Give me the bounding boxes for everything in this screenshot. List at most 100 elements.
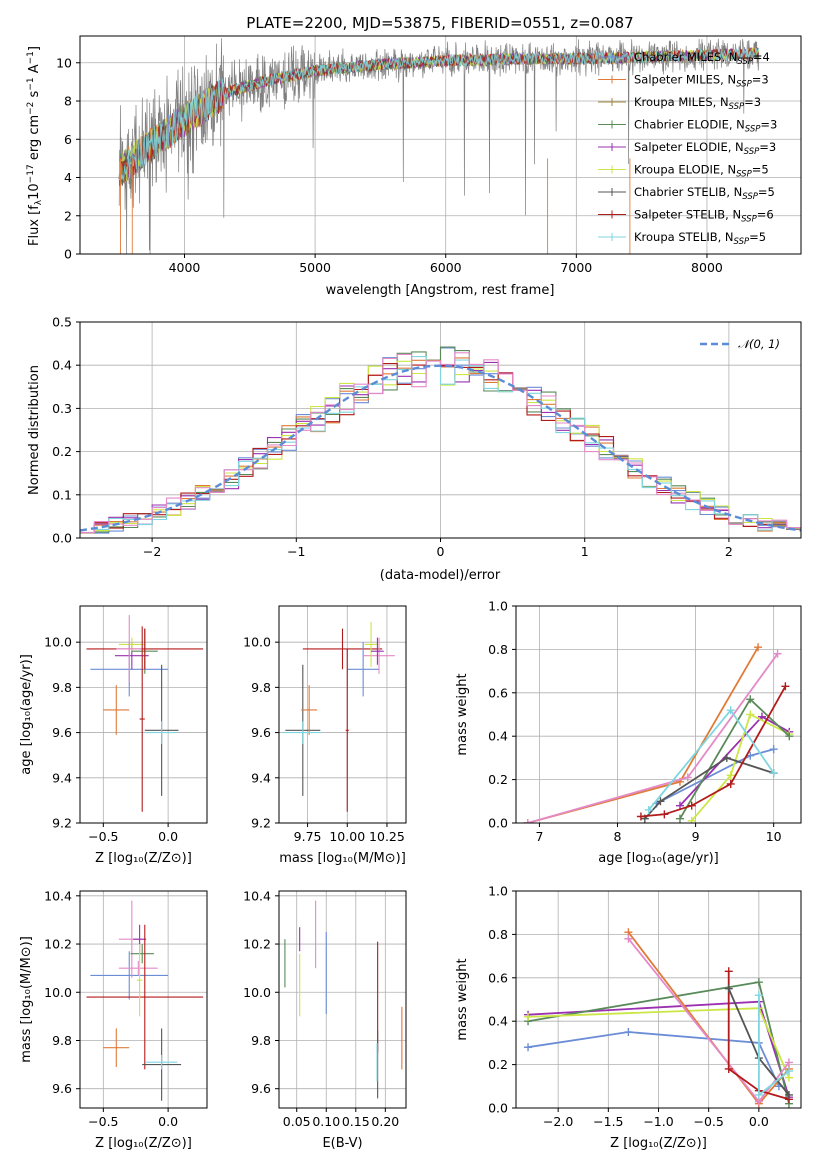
spectrum-title: PLATE=2200, MJD=53875, FIBERID=0551, z=0… [246, 14, 633, 32]
histogram-ytick-label: 0.4 [52, 358, 72, 373]
weight-line [527, 646, 759, 823]
weight-marker [636, 812, 645, 821]
xlabel: Z [log₁₀(Z/Z⊙)] [95, 851, 192, 866]
ytick-label: 0.2 [488, 772, 508, 787]
observed-spectrum-line [118, 38, 760, 254]
ylabel: mass weight [455, 673, 470, 755]
histogram-xtick-label: 2 [725, 544, 733, 559]
spectrum-ytick-label: 6 [64, 132, 72, 147]
histogram-xtick-label: 1 [581, 544, 589, 559]
histogram-ytick-label: 0.3 [52, 401, 72, 416]
weight-marker [754, 991, 763, 1000]
spectrum-xtick-label: 7000 [560, 260, 592, 275]
xtick-label: 10 [766, 829, 782, 844]
histogram-ytick-label: 0.5 [52, 315, 72, 330]
xtick-label: −0.5 [88, 1114, 118, 1129]
weight-marker [784, 1090, 793, 1099]
ytick-label: 0.6 [488, 685, 508, 700]
xtick-label: 0.0 [158, 1114, 178, 1129]
weight-marker [784, 1058, 793, 1067]
weight-line [527, 1031, 780, 1087]
weight-marker [754, 643, 763, 652]
weight-line [644, 756, 774, 820]
weight-line [727, 971, 790, 1101]
ytick-label: 9.6 [251, 1081, 271, 1096]
xtick-label: −1.5 [593, 1114, 623, 1129]
ytick-label: 0.4 [488, 1014, 508, 1029]
spectrum-xtick-label: 4000 [169, 260, 201, 275]
spectrum-ytick-label: 4 [64, 170, 72, 185]
spectrum-ytick-label: 10 [56, 55, 72, 70]
xtick-label: 0.0 [749, 1114, 769, 1129]
xlabel: age [log₁₀(age/yr)] [598, 851, 719, 866]
weight-marker [726, 779, 735, 788]
weight-marker [660, 810, 669, 819]
weight-marker [687, 801, 696, 810]
ytick-label: 1.0 [488, 884, 508, 899]
weight-marker [769, 769, 778, 778]
ytick-label: 10.4 [44, 888, 72, 903]
ytick-label: 10.0 [44, 635, 72, 650]
massweight_vs_Z-panel: −2.0 −1.5 −1.0 −0.5 0.0 0.0 0.2 0.4 0.6 0.8 1.0 Z [… [455, 884, 802, 1151]
histogram-ylabel: Normed distribution [27, 365, 42, 495]
histogram-xtick-label: 0 [437, 544, 445, 559]
histogram-xlabel: (data-model)/error [380, 568, 501, 583]
weight-marker [746, 710, 755, 719]
ytick-label: 10.0 [243, 985, 271, 1000]
weight-marker [675, 814, 684, 823]
legend-label: Kroupa STELIB, NSSP=5 [634, 230, 766, 247]
plot-area [523, 643, 794, 823]
histogram-ytick-label: 0.1 [52, 487, 72, 502]
plot-area [284, 900, 403, 1099]
spectrum-xtick-label: 8000 [691, 260, 723, 275]
spectrum-xlabel: wavelength [Angstrom, rest frame] [326, 283, 555, 298]
spectrum-ylabel: Flux [fλ10−17 erg cm−2 s−1 A−1] [26, 46, 44, 246]
xtick-label: 0.20 [371, 1114, 399, 1129]
histogram-xtick-label: −1 [287, 544, 305, 559]
ylabel: mass weight [455, 958, 470, 1040]
ylabel: age [log₁₀(age/yr)] [19, 654, 34, 775]
weight-marker [754, 1090, 763, 1099]
weight-marker [675, 801, 684, 810]
axes-frame [278, 605, 407, 824]
ytick-label: 10.0 [44, 985, 72, 1000]
legend-label: Salpeter STELIB, NSSP=6 [634, 208, 774, 225]
axes-frame [515, 605, 802, 824]
posterior-panels: −0.5 0.0 9.2 9.4 9.6 9.8 10.0 Z [log₁₀(Z/Z⊙)] ag… [19, 599, 802, 1151]
histogram-series-steps [80, 356, 801, 534]
ytick-label: 9.8 [251, 680, 271, 695]
ytick-label: 9.2 [52, 816, 72, 831]
ytick-label: 9.8 [52, 680, 72, 695]
legend-label: Kroupa MILES, NSSP=3 [634, 95, 761, 112]
mass_vs_Z-panel: −0.5 0.0 9.6 9.8 10.0 10.2 10.4 Z [log₁₀(Z/Z⊙)]… [19, 888, 208, 1151]
histogram-ticks: −2 −1 0 1 2 0.0 0.1 0.2 0.3 0.4 0.5 [52, 315, 733, 560]
xtick-label: 7 [535, 829, 543, 844]
xtick-label: −0.5 [693, 1114, 723, 1129]
model-spectrum-line [118, 46, 760, 179]
weight-marker [785, 732, 794, 741]
spectrum-xtick-label: 5000 [299, 260, 331, 275]
xtick-label: −2.0 [543, 1114, 573, 1129]
model-spectrum-line [118, 46, 760, 181]
weight-marker [754, 978, 763, 987]
weight-marker [724, 984, 733, 993]
weight-marker [644, 805, 653, 814]
xtick-label: 9.75 [294, 829, 322, 844]
xtick-label: 0.10 [312, 1114, 340, 1129]
ytick-label: 9.2 [251, 816, 271, 831]
ytick-label: 10.2 [243, 937, 271, 952]
xtick-label: 10.25 [369, 829, 405, 844]
ytick-label: 1.0 [488, 599, 508, 614]
histogram-ytick-label: 0.2 [52, 444, 72, 459]
ytick-label: 9.6 [52, 1081, 72, 1096]
ytick-label: 10.0 [243, 635, 271, 650]
xtick-label: 10.00 [329, 829, 365, 844]
age_vs_Z-panel: −0.5 0.0 9.2 9.4 9.6 9.8 10.0 Z [log₁₀(Z/Z⊙)] ag… [19, 605, 208, 866]
ylabel: mass [log₁₀(M/M⊙)] [19, 936, 34, 1063]
axes-frame [79, 605, 208, 824]
weight-marker [624, 1028, 633, 1037]
xtick-label: −0.5 [88, 829, 118, 844]
xlabel: mass [log₁₀(M/M⊙)] [279, 851, 406, 866]
weight-marker [524, 1043, 533, 1052]
ytick-label: 9.6 [251, 725, 271, 740]
